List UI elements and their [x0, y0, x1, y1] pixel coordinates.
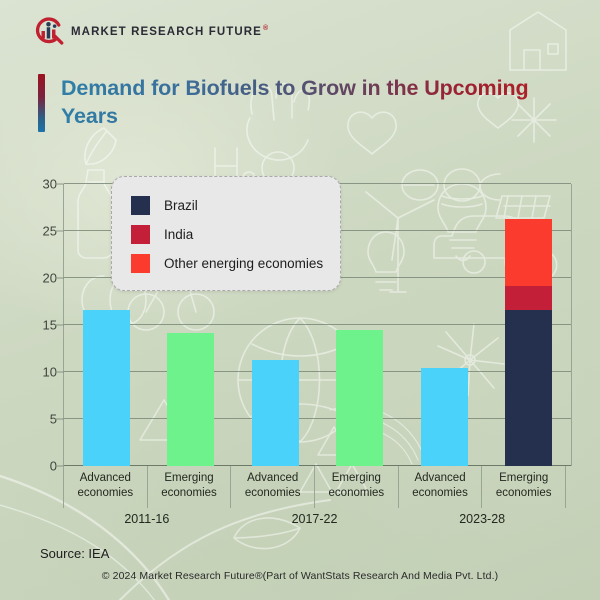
brand-name-text: MARKET RESEARCH FUTURE [71, 25, 262, 38]
chart-legend: Brazil India Other energing economies [111, 176, 341, 291]
gridline: 5 [50, 412, 571, 427]
source-note: Source: IEA [40, 546, 110, 561]
legend-label: Other energing economies [164, 256, 324, 271]
y-axis-tick-mark [55, 277, 64, 279]
y-axis-tick-label: 0 [49, 458, 57, 474]
x-axis-period-3: 2023-28 [459, 512, 506, 526]
gridline: 10 [43, 365, 571, 380]
gridline: 15 [43, 318, 571, 333]
y-axis-tick-label: 10 [42, 364, 57, 380]
legend-label: India [164, 227, 194, 242]
bar-series [64, 184, 571, 466]
legend-swatch-icon [131, 254, 150, 273]
x-axis-category-line: economies [244, 486, 301, 499]
x-axis-period-1: 2011-16 [124, 512, 170, 526]
x-axis-category-4: Emerging economies [315, 466, 399, 508]
title-block: Demand for Biofuels to Grow in the Upcom… [38, 74, 586, 132]
x-axis-category-line: Advanced [247, 472, 299, 484]
y-axis-tick-mark [55, 418, 64, 420]
y-axis-tick-label: 15 [42, 317, 57, 333]
bar-segment [82, 309, 130, 466]
bar-segment [505, 218, 553, 287]
y-axis-tick-label: 5 [49, 411, 57, 427]
legend-label: Brazil [164, 198, 198, 213]
y-axis-tick-mark [55, 324, 64, 326]
x-axis-category-line: economies [77, 486, 134, 499]
chart-magnifier-logo-icon [34, 16, 64, 46]
page-title: Demand for Biofuels to Grow in the Upcom… [61, 74, 586, 132]
bar-segment [505, 309, 553, 466]
x-axis-category-line: Emerging [499, 472, 549, 484]
plot-region: 0 5 10 15 20 25 30 [43, 177, 572, 474]
y-axis-tick-label: 20 [42, 270, 57, 286]
copyright-note: © 2024 Market Research Future®(Part of W… [101, 570, 499, 582]
bar-segment [251, 359, 299, 466]
x-axis-category-line: Advanced [414, 472, 466, 484]
x-axis-category-line: economies [161, 486, 217, 499]
x-axis-category-line: Emerging [331, 472, 381, 484]
y-axis-tick-mark [55, 371, 64, 373]
legend-item-3[interactable]: Other energing economies [112, 249, 340, 278]
bar-5[interactable] [420, 368, 468, 466]
x-axis-category-line: economies [328, 486, 385, 499]
bar-segment [505, 286, 553, 310]
y-axis-tick-mark [55, 183, 64, 185]
bar-1[interactable] [82, 309, 130, 466]
x-axis-category-2: Emerging economies [148, 466, 232, 508]
x-axis-category-3: Advanced economies [231, 466, 316, 508]
bar-segment [167, 333, 215, 466]
brand-name: MARKET RESEARCH FUTURE® [71, 25, 269, 38]
legend-item-1[interactable]: Brazil [112, 191, 340, 220]
brand-header: MARKET RESEARCH FUTURE® [34, 16, 269, 46]
x-axis-category-line: Advanced [79, 472, 131, 484]
x-axis-category-line: economies [412, 486, 468, 499]
y-axis-tick-mark [55, 230, 64, 232]
registered-mark: ® [262, 24, 270, 32]
y-axis-tick-mark [55, 465, 64, 467]
chart-area: 0 5 10 15 20 25 30 Brazil India Other energing e… [20, 170, 586, 480]
bar-6[interactable] [505, 218, 553, 466]
title-accent-bar [38, 74, 45, 132]
y-axis-tick-label: 30 [42, 176, 57, 192]
legend-item-2[interactable]: India [112, 220, 340, 249]
x-axis-category-line: Emerging [164, 472, 214, 484]
x-axis-category-5: Advanced economies [399, 466, 483, 508]
bar-3[interactable] [251, 359, 299, 466]
x-axis-category-6: Emerging economies [482, 466, 567, 508]
bar-segment [420, 368, 468, 466]
legend-swatch-icon [131, 225, 150, 244]
x-axis-period-2: 2017-22 [291, 512, 338, 526]
x-axis-category-line: economies [495, 486, 552, 499]
legend-swatch-icon [131, 196, 150, 215]
bar-4[interactable] [336, 329, 384, 466]
bar-2[interactable] [167, 333, 215, 466]
gridline: 0 [50, 459, 571, 474]
bar-segment [336, 329, 384, 466]
y-axis-tick-label: 25 [42, 223, 57, 239]
x-axis-periods: 2011-16 2017-22 2023-28 [63, 512, 566, 532]
x-axis-category-1: Advanced economies [63, 466, 148, 508]
x-axis-categories: Advanced economies Emerging economies Advanc… [63, 466, 567, 508]
